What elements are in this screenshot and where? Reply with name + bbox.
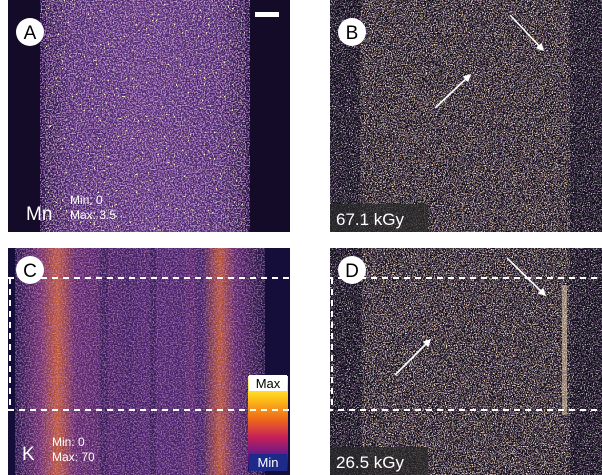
colorbar-max: Max: [256, 376, 281, 391]
scale-bar: [255, 12, 279, 17]
min-label: Min: 0: [52, 435, 85, 449]
dose-label: 26.5 kGy: [336, 453, 405, 472]
panel-label: A: [24, 23, 37, 44]
panel-a: A Mn Min: 0 Max: 3.5: [8, 0, 290, 232]
dose-label: 67.1 kGy: [336, 210, 405, 229]
page: A Mn Min: 0 Max: 3.5 B 67.1 kGy Max Min …: [0, 0, 602, 475]
max-label: Max: 70: [52, 450, 95, 464]
noise: [330, 248, 602, 475]
panel-c: Max Min C K Min: 0 Max: 70: [8, 248, 290, 475]
edge: [562, 285, 567, 415]
panel-b: B 67.1 kGy: [330, 0, 602, 232]
min-label: Min: 0: [70, 193, 103, 207]
figure: A Mn Min: 0 Max: 3.5 B 67.1 kGy Max Min …: [0, 0, 602, 475]
colorbar-min: Min: [258, 455, 279, 470]
panel-label: B: [346, 23, 359, 44]
max-label: Max: 3.5: [70, 208, 116, 222]
element-label: Mn: [26, 204, 52, 225]
noise: [330, 0, 602, 232]
panel-d: D 26.5 kGy: [330, 248, 602, 475]
element-label: K: [22, 444, 35, 465]
